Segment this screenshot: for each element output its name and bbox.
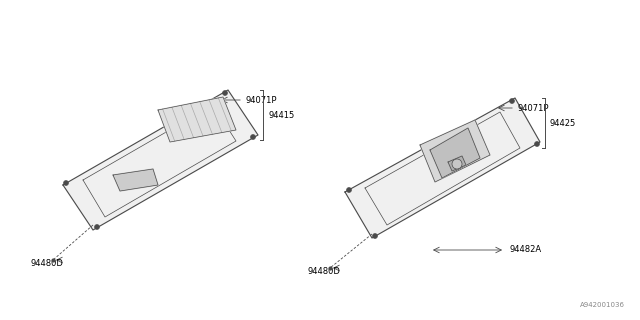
Circle shape	[346, 188, 351, 193]
Circle shape	[63, 180, 68, 186]
Polygon shape	[345, 98, 540, 238]
Text: A942001036: A942001036	[580, 302, 625, 308]
Circle shape	[95, 225, 99, 229]
Polygon shape	[448, 156, 466, 171]
Text: 94480D: 94480D	[30, 259, 63, 268]
Polygon shape	[113, 169, 158, 191]
Text: 94071P: 94071P	[245, 95, 276, 105]
Text: 94071P: 94071P	[517, 103, 548, 113]
Circle shape	[223, 91, 227, 95]
Circle shape	[250, 134, 255, 140]
Circle shape	[509, 99, 515, 103]
Polygon shape	[158, 97, 236, 142]
Text: 94482A: 94482A	[509, 245, 541, 254]
Text: 94425: 94425	[550, 118, 576, 127]
Polygon shape	[430, 128, 480, 178]
Polygon shape	[420, 120, 490, 182]
Text: 94415: 94415	[268, 110, 294, 119]
Polygon shape	[63, 90, 258, 230]
Circle shape	[534, 141, 540, 147]
Circle shape	[372, 234, 378, 238]
Circle shape	[452, 159, 462, 169]
Text: 94480D: 94480D	[307, 267, 340, 276]
